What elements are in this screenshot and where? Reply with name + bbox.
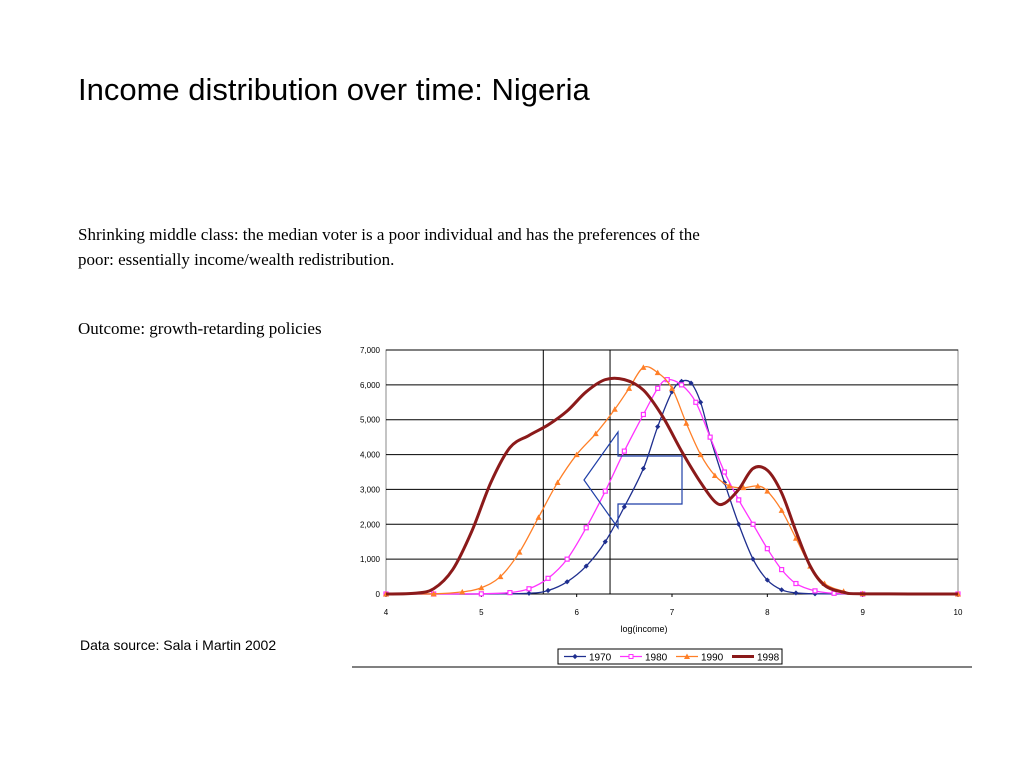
slide-text-outcome: Outcome: growth-retarding policies [78, 319, 322, 338]
data-point-1970 [678, 378, 685, 384]
data-point-1990 [592, 430, 599, 437]
data-point-1980 [721, 469, 728, 475]
data-point-1980 [655, 385, 661, 391]
legend-label-1998: 1998 [757, 653, 780, 664]
y-tick-label: 7,000 [360, 346, 381, 355]
data-point-1990 [497, 573, 504, 580]
data-source-note: Data source: Sala i Martin 2002 [80, 637, 277, 653]
legend-marker-1990 [684, 653, 690, 659]
data-point-1970 [621, 504, 627, 510]
data-point-1970 [793, 590, 799, 596]
data-point-1980 [564, 556, 570, 562]
x-tick-label: 6 [574, 608, 579, 617]
data-point-1990 [478, 584, 485, 591]
legend-box [557, 648, 783, 665]
data-point-1970 [779, 587, 785, 593]
data-point-1990 [640, 364, 647, 370]
y-tick-label: 3,000 [360, 485, 381, 494]
data-point-1990 [611, 406, 618, 412]
data-point-1990 [459, 588, 466, 595]
data-point-1980 [621, 448, 627, 454]
slide-text-middle-class: Shrinking middle class: the median voter… [78, 225, 700, 269]
y-tick-label: 4,000 [360, 451, 381, 460]
data-point-1980 [764, 546, 770, 552]
data-point-1980 [640, 411, 647, 418]
data-point-1990 [764, 488, 771, 494]
data-point-1970 [602, 539, 608, 545]
data-point-1970 [526, 590, 532, 596]
legend-marker-1980 [628, 654, 634, 659]
legend-label-1990: 1990 [701, 653, 724, 664]
data-point-1980 [736, 497, 742, 503]
y-tick-label: 5,000 [360, 416, 381, 425]
data-point-1980 [526, 586, 532, 592]
data-point-1980 [812, 588, 818, 594]
left-arrow-annotation [583, 430, 683, 530]
data-point-1990 [711, 472, 718, 478]
data-point-1970 [736, 521, 742, 527]
data-point-1990 [535, 514, 542, 520]
x-tick-label: 8 [765, 608, 770, 617]
series-line-1980 [385, 378, 959, 595]
data-point-1980 [793, 580, 799, 587]
data-point-1990 [754, 482, 761, 489]
data-point-1990 [669, 385, 675, 391]
legend-label-1980: 1980 [645, 653, 668, 664]
data-point-1970 [764, 577, 770, 583]
data-point-1990 [792, 535, 799, 541]
data-point-1990 [683, 420, 690, 426]
x-tick-label: 7 [670, 608, 675, 617]
data-point-1970 [655, 424, 661, 430]
data-point-1970 [688, 380, 694, 386]
data-point-1980 [779, 566, 785, 573]
legend-label-1970: 1970 [589, 653, 612, 664]
data-point-1990 [554, 479, 561, 485]
data-point-1970 [669, 389, 675, 395]
data-point-1990 [726, 482, 733, 489]
data-point-1970 [545, 587, 551, 594]
x-tick-label: 9 [860, 608, 865, 617]
data-point-1990 [430, 590, 437, 597]
data-point-1970 [812, 591, 818, 597]
data-point-1980 [507, 590, 513, 596]
y-tick-label: 0 [376, 590, 381, 599]
y-tick-label: 6,000 [360, 381, 381, 390]
data-point-1990 [740, 484, 747, 491]
data-point-1970 [640, 465, 646, 472]
data-point-1990 [778, 507, 785, 513]
y-tick-label: 1,000 [360, 555, 381, 564]
data-point-1980 [750, 521, 756, 527]
data-point-1970 [750, 556, 756, 562]
series-line-1970 [386, 379, 959, 595]
data-point-1990 [516, 549, 523, 555]
data-point-1970 [583, 563, 589, 569]
x-tick-label: 4 [384, 608, 389, 617]
data-point-1970 [564, 579, 570, 585]
x-tick-label: 5 [479, 608, 484, 617]
data-point-1980 [545, 575, 551, 581]
slide-title: Income distribution over time: Nigeria [78, 72, 590, 107]
data-point-1990 [697, 451, 704, 458]
x-axis-label: log(income) [620, 624, 667, 634]
series-line-1990 [385, 366, 959, 595]
data-point-1990 [654, 369, 661, 376]
x-tick-label: 10 [954, 608, 963, 617]
data-point-1980 [707, 434, 713, 440]
data-point-1980 [831, 590, 837, 596]
data-point-1980 [478, 591, 484, 597]
data-point-1980 [583, 525, 589, 531]
data-point-1980 [602, 488, 608, 494]
data-point-1980 [693, 399, 699, 405]
legend-marker-1970 [572, 653, 578, 660]
data-point-1970 [698, 399, 704, 405]
data-point-1980 [678, 382, 685, 388]
data-point-1990 [626, 385, 633, 391]
data-point-1990 [573, 451, 580, 458]
series-line-1998 [385, 376, 959, 596]
y-tick-label: 2,000 [360, 520, 381, 529]
